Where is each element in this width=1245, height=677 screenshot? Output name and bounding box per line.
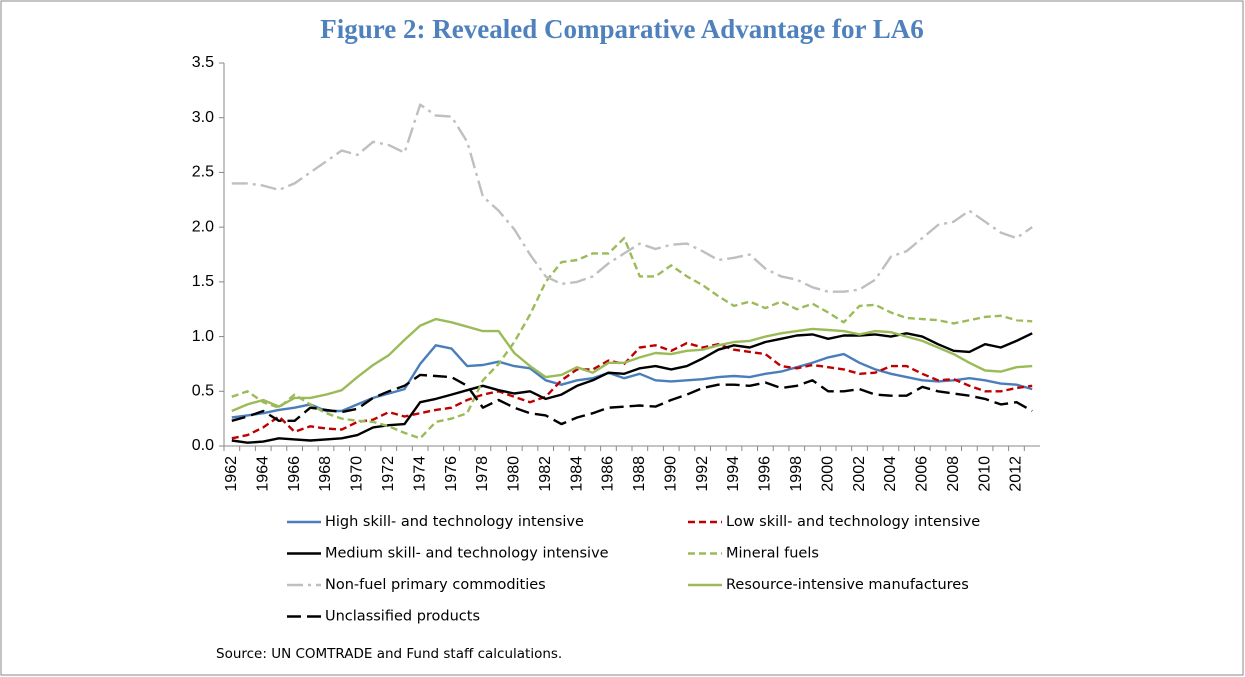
x-tick-label: 1976 bbox=[443, 456, 460, 492]
x-tick-label: 1998 bbox=[788, 456, 805, 492]
legend-label: High skill- and technology intensive bbox=[325, 514, 584, 530]
y-tick-label: 3.0 bbox=[192, 109, 214, 126]
x-tick-label: 1964 bbox=[254, 456, 271, 492]
y-tick-label: 2.0 bbox=[192, 218, 214, 235]
x-tick-label: 2012 bbox=[1008, 456, 1025, 492]
x-tick-label: 1992 bbox=[694, 456, 711, 492]
x-tick-label: 2002 bbox=[851, 456, 868, 492]
x-tick-label: 1984 bbox=[568, 456, 585, 492]
x-tick-label: 1980 bbox=[506, 456, 523, 492]
x-tick-label: 1986 bbox=[600, 456, 617, 492]
legend-label: Unclassified products bbox=[325, 609, 480, 625]
x-tick-label: 1978 bbox=[474, 456, 491, 492]
legend-label: Mineral fuels bbox=[726, 546, 819, 562]
series-line bbox=[231, 317, 1033, 413]
legend-label: Medium skill- and technology intensive bbox=[325, 546, 609, 562]
series-line bbox=[231, 344, 1033, 419]
x-tick-label: 1994 bbox=[725, 456, 742, 492]
x-tick-label: 1968 bbox=[317, 456, 334, 492]
x-tick-label: 1990 bbox=[662, 456, 679, 492]
x-tick-label: 1972 bbox=[380, 456, 397, 492]
legend-label: Low skill- and technology intensive bbox=[726, 514, 980, 530]
x-tick-label: 1966 bbox=[286, 456, 303, 492]
x-tick-label: 1970 bbox=[349, 456, 366, 492]
x-tick-label: 2000 bbox=[819, 456, 836, 492]
x-tick-label: 2010 bbox=[976, 456, 993, 492]
series-line bbox=[231, 373, 1033, 426]
y-tick-label: 0.5 bbox=[192, 383, 214, 400]
x-tick-label: 2004 bbox=[882, 456, 899, 492]
x-tick-label: 1962 bbox=[223, 456, 240, 492]
y-tick-label: 0.0 bbox=[192, 437, 214, 454]
legend-label: Non-fuel primary commodities bbox=[325, 577, 546, 593]
x-tick-label: 1974 bbox=[411, 456, 428, 492]
legend-label: Resource-intensive manufactures bbox=[726, 577, 969, 593]
x-tick-label: 2006 bbox=[914, 456, 931, 492]
x-tick-label: 2008 bbox=[945, 456, 962, 492]
chart-title: Figure 2: Revealed Comparative Advantage… bbox=[320, 14, 923, 44]
series-line bbox=[231, 103, 1033, 293]
x-tick-label: 1988 bbox=[631, 456, 648, 492]
y-tick-label: 2.5 bbox=[192, 164, 214, 181]
y-tick-label: 1.0 bbox=[192, 328, 214, 345]
source-note: Source: UN COMTRADE and Fund staff calcu… bbox=[216, 646, 562, 662]
series-line bbox=[231, 236, 1033, 440]
y-tick-label: 1.5 bbox=[192, 273, 214, 290]
x-tick-label: 1982 bbox=[537, 456, 554, 492]
x-tick-label: 1996 bbox=[757, 456, 774, 492]
y-tick-label: 3.5 bbox=[192, 54, 214, 71]
